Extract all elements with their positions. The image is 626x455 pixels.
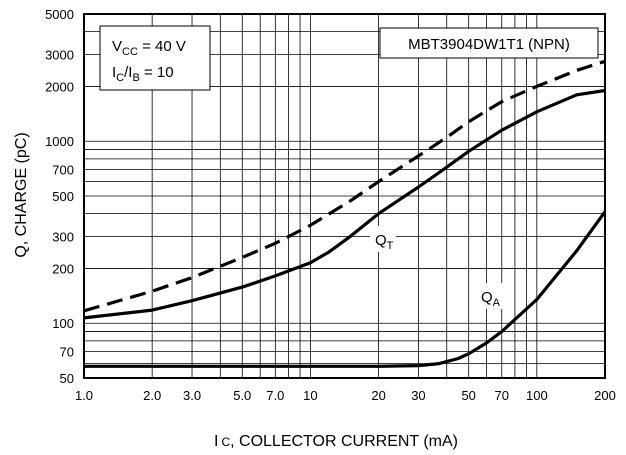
y-axis-label: Q, CHARGE (pC) [13, 132, 30, 257]
x-tick-label: 20 [371, 388, 385, 403]
y-tick-label: 100 [52, 316, 74, 331]
y-tick-label: 2000 [45, 79, 74, 94]
y-tick-label: 3000 [45, 47, 74, 62]
x-tick-label: 30 [411, 388, 425, 403]
x-tick-label: 200 [594, 388, 616, 403]
x-tick-label: 50 [461, 388, 475, 403]
x-tick-label: 1.0 [75, 388, 93, 403]
x-tick-label: 70 [495, 388, 509, 403]
y-tick-label: 5000 [45, 7, 74, 22]
y-tick-label: 50 [60, 371, 74, 386]
y-tick-label: 300 [52, 229, 74, 244]
y-tick-label: 500 [52, 189, 74, 204]
x-tick-label: 2.0 [143, 388, 161, 403]
y-tick-label: 700 [52, 162, 74, 177]
y-tick-label: 200 [52, 261, 74, 276]
x-tick-label: 5.0 [233, 388, 251, 403]
x-tick-label: 3.0 [183, 388, 201, 403]
y-tick-label: 1000 [45, 134, 74, 149]
y-tick-label: 70 [60, 344, 74, 359]
x-axis-label: I C, COLLECTOR CURRENT (mA) [214, 433, 458, 450]
x-tick-label: 7.0 [266, 388, 284, 403]
x-tick-label: 100 [526, 388, 548, 403]
x-tick-label: 10 [303, 388, 317, 403]
part-number-label: MBT3904DW1T1 (NPN) [408, 36, 570, 53]
